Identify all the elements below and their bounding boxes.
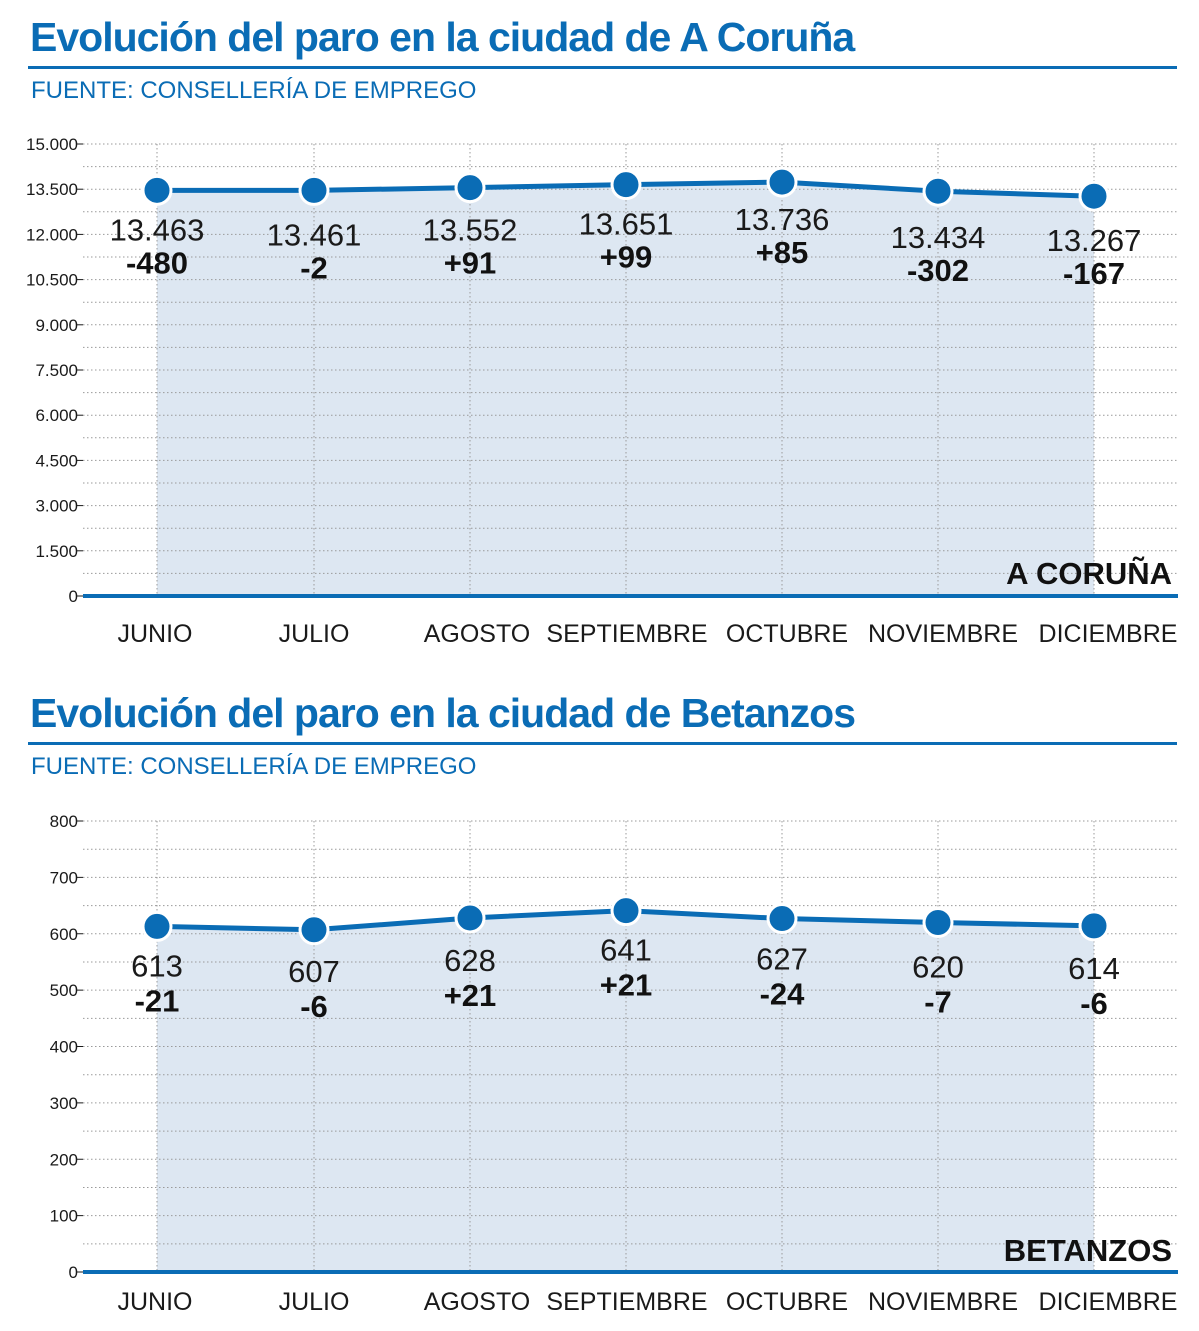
y-tick-label: 500 (50, 981, 78, 1000)
x-tick-label: AGOSTO (424, 620, 531, 648)
data-label-value: 614 (1068, 951, 1120, 986)
y-tick-label: 15.000 (26, 135, 78, 154)
y-tick-label: 4.500 (35, 451, 78, 470)
data-point (1078, 180, 1110, 212)
data-label-change: +99 (600, 240, 653, 275)
chart-title: Evolución del paro en la ciudad de A Cor… (30, 14, 855, 60)
data-label-value: 13.651 (579, 207, 674, 242)
data-label-change: +21 (444, 978, 497, 1013)
data-label-value: 641 (600, 933, 652, 968)
data-label-change: -6 (300, 989, 328, 1024)
y-tick-label: 600 (50, 925, 78, 944)
y-tick-label: 7.500 (35, 361, 78, 380)
x-tick-label: JUNIO (118, 1288, 193, 1316)
y-tick-label: 400 (50, 1038, 78, 1057)
data-point (922, 175, 954, 207)
x-tick-label: OCTUBRE (726, 1288, 848, 1316)
chart-panel-coruna: Evolución del paro en la ciudad de A Cor… (0, 0, 1199, 660)
title-rule (28, 66, 1177, 69)
data-point (454, 902, 486, 934)
data-label-value: 13.434 (891, 220, 986, 255)
data-point (454, 172, 486, 204)
y-axis: 0 100 200 300 400 500 600 700 800 (50, 812, 83, 1282)
data-label-value: 13.267 (1047, 223, 1142, 258)
data-label-change: -24 (760, 977, 806, 1012)
y-tick-label: 800 (50, 812, 78, 831)
x-tick-label: JULIO (279, 1288, 350, 1316)
data-point (610, 169, 642, 201)
y-tick-label: 13.500 (26, 180, 78, 199)
title-rule (28, 742, 1177, 745)
data-point (298, 914, 330, 946)
x-tick-label: SEPTIEMBRE (546, 620, 707, 648)
data-point (922, 906, 954, 938)
unemployment-chart-betanzos: 0100200300400500600700800613-21607-6628+… (50, 812, 1178, 1316)
chart-panel-betanzos: Evolución del paro en la ciudad de Betan… (0, 676, 1199, 1331)
data-point (766, 903, 798, 935)
gridlines (83, 143, 1178, 596)
y-tick-label: 3.000 (35, 497, 78, 516)
y-tick-label: 6.000 (35, 406, 78, 425)
data-label-change: -7 (924, 984, 952, 1019)
x-tick-label: DICIEMBRE (1039, 620, 1178, 648)
x-tick-label: DICIEMBRE (1039, 1288, 1178, 1316)
data-label-value: 613 (131, 948, 183, 983)
x-tick-label: JUNIO (118, 620, 193, 648)
data-point (766, 166, 798, 198)
data-label-value: 620 (912, 949, 964, 984)
data-label-change: +91 (444, 246, 497, 281)
data-label-value: 628 (444, 943, 496, 978)
city-label: BETANZOS (1004, 1233, 1172, 1268)
chart-source: FUENTE: CONSELLERÍA DE EMPREGO (31, 753, 477, 780)
data-label-value: 607 (288, 954, 340, 989)
series-area (157, 910, 1094, 1272)
gridlines (83, 820, 1178, 1272)
unemployment-chart-coruna: 0 1.500 3.000 4.500 6.000 7.500 9.000 10.500 12.… (26, 135, 1178, 648)
data-label-change: +21 (600, 968, 653, 1003)
x-tick-label: NOVIEMBRE (868, 620, 1018, 648)
x-tick-label: SEPTIEMBRE (546, 1288, 707, 1316)
y-axis: 0 1.500 3.000 4.500 6.000 7.500 9.000 10.500 12.… (26, 135, 83, 606)
y-tick-label: 0 (69, 1263, 78, 1282)
data-label-change: -6 (1080, 986, 1108, 1021)
data-label-change: -167 (1063, 256, 1125, 291)
data-label-value: 627 (756, 942, 808, 977)
data-label-change: -480 (126, 245, 188, 280)
y-tick-label: 100 (50, 1207, 78, 1226)
data-label-value: 13.463 (110, 212, 205, 247)
data-label-change: -21 (135, 983, 180, 1018)
x-tick-label: NOVIEMBRE (868, 1288, 1018, 1316)
data-label-value: 13.461 (267, 217, 362, 252)
data-point (141, 174, 173, 206)
data-label-change: +85 (756, 235, 809, 270)
data-point (298, 174, 330, 206)
y-tick-label: 0 (69, 587, 78, 606)
data-label-change: -2 (300, 250, 328, 285)
y-tick-label: 300 (50, 1094, 78, 1113)
y-tick-label: 700 (50, 868, 78, 887)
chart-title: Evolución del paro en la ciudad de Betan… (30, 690, 856, 736)
city-label: A CORUÑA (1006, 556, 1172, 591)
x-tick-label: AGOSTO (424, 1288, 531, 1316)
data-label-change: -302 (907, 253, 969, 288)
x-tick-label: JULIO (279, 620, 350, 648)
chart-source: FUENTE: CONSELLERÍA DE EMPREGO (31, 77, 477, 104)
data-point (1078, 910, 1110, 942)
y-tick-label: 10.500 (26, 271, 78, 290)
data-label-value: 13.552 (423, 213, 518, 248)
data-point (610, 895, 642, 927)
data-point (141, 910, 173, 942)
y-tick-label: 12.000 (26, 225, 78, 244)
y-tick-label: 200 (50, 1150, 78, 1169)
data-label-value: 13.736 (735, 202, 830, 237)
y-tick-label: 1.500 (35, 542, 78, 561)
y-tick-label: 9.000 (35, 316, 78, 335)
x-tick-label: OCTUBRE (726, 620, 848, 648)
